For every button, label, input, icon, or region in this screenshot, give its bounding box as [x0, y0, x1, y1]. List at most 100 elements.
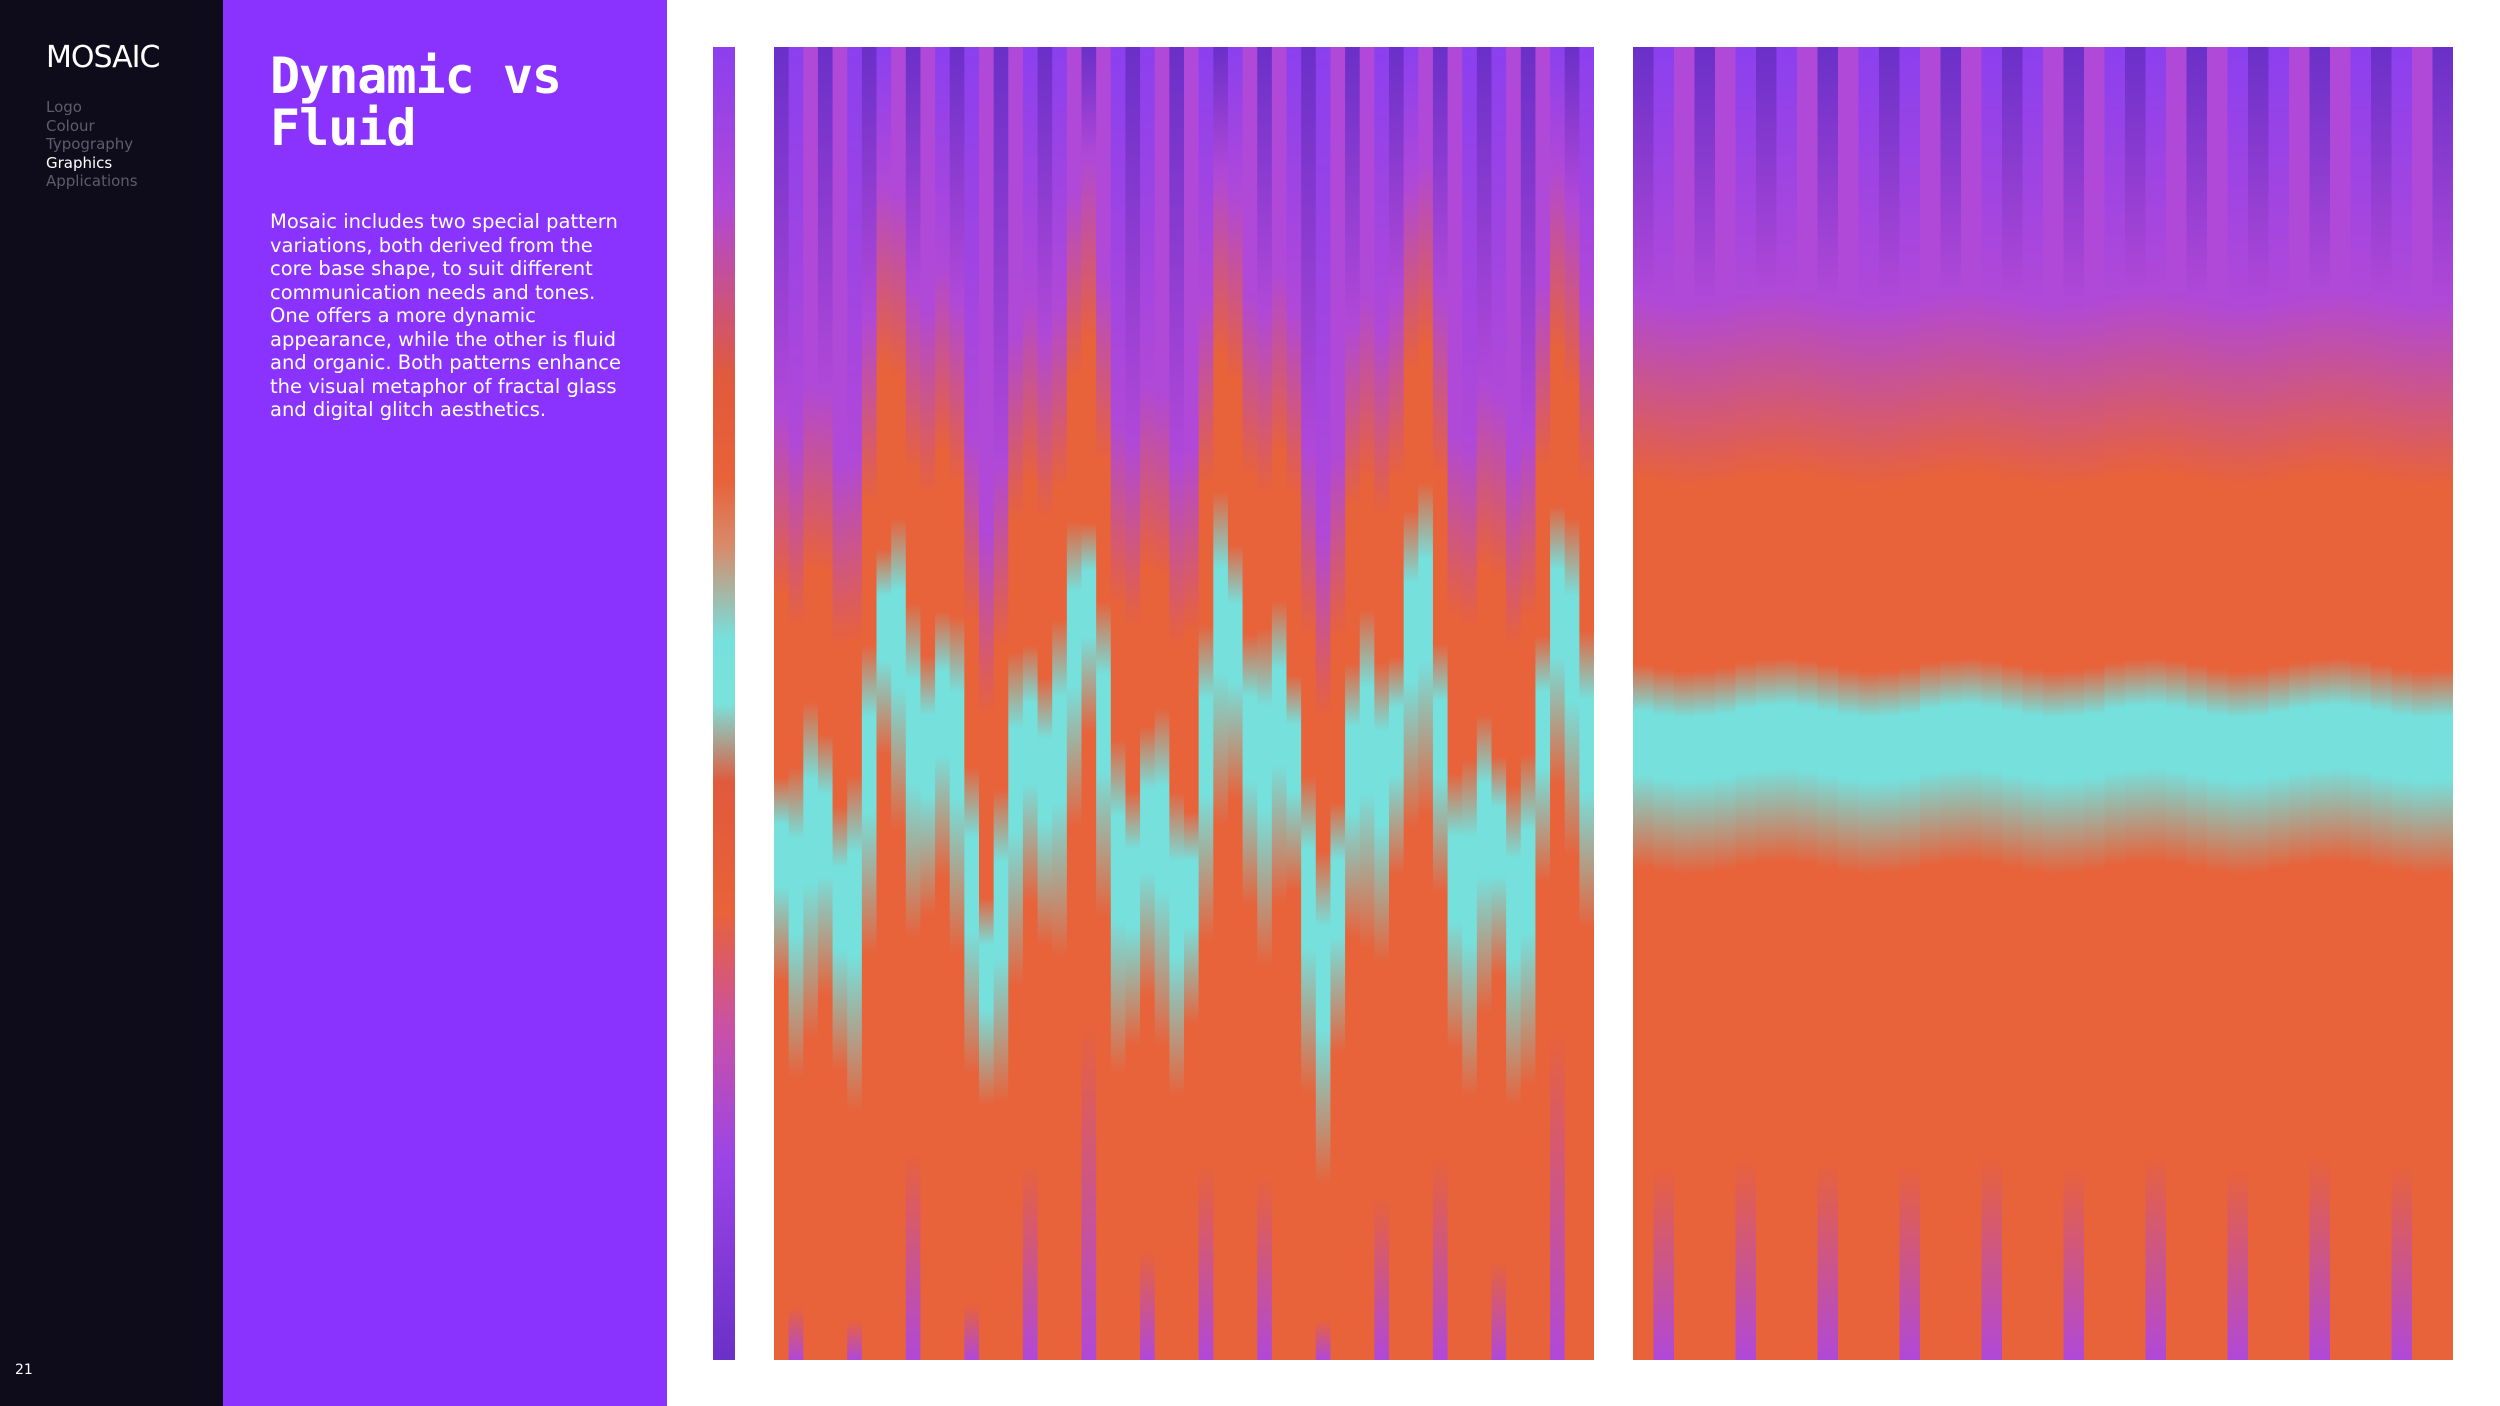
mosaic-logo[interactable]: MOSAIC: [46, 40, 160, 75]
pattern-column: [1286, 47, 1302, 1360]
pattern-column: [1838, 47, 1860, 1360]
pattern-column: [1022, 47, 1039, 1360]
pattern-column: [1169, 47, 1185, 1360]
pattern-column: [964, 47, 980, 1360]
pattern-column: [1184, 47, 1200, 1360]
pattern-column: [803, 47, 819, 1360]
pattern-column: [1403, 47, 1420, 1360]
pattern-column: [1694, 47, 1716, 1360]
pattern-column: [1879, 47, 1901, 1360]
pattern-column: [2268, 47, 2290, 1360]
pattern-column: [2145, 47, 2167, 1360]
pattern-column: [861, 47, 878, 1360]
pattern-column: [1271, 47, 1288, 1360]
pattern-column: [2166, 47, 2188, 1360]
pattern-column: [2350, 47, 2372, 1360]
dynamic-pattern-graphic: [774, 47, 1594, 1360]
pattern-column: [788, 47, 805, 1360]
pattern-column: [1330, 47, 1346, 1360]
pattern-column: [1653, 47, 1675, 1360]
pattern-column: [1389, 47, 1405, 1360]
pattern-column: [1462, 47, 1478, 1360]
pattern-column: [2309, 47, 2331, 1360]
pattern-column: [1374, 47, 1390, 1360]
pattern-column: [949, 47, 966, 1360]
pattern-column: [1715, 47, 1737, 1360]
nav-item-logo[interactable]: Logo: [46, 98, 82, 116]
pattern-column: [1550, 47, 1566, 1360]
pattern-column: [2412, 47, 2434, 1360]
pattern-column: [1432, 47, 1449, 1360]
pattern-column: [1052, 47, 1068, 1360]
pattern-column: [1476, 47, 1493, 1360]
text-panel: Dynamic vs Fluid Mosaic includes two spe…: [223, 0, 667, 1406]
pattern-column: [1110, 47, 1127, 1360]
pattern-column: [1920, 47, 1942, 1360]
pattern-column: [1899, 47, 1921, 1360]
pattern-column: [1506, 47, 1522, 1360]
pattern-column: [1817, 47, 1839, 1360]
pattern-column: [1418, 47, 1434, 1360]
nav-item-applications[interactable]: Applications: [46, 172, 138, 190]
pattern-column: [1579, 47, 1594, 1360]
pattern-column: [832, 47, 849, 1360]
nav-item-typography[interactable]: Typography: [46, 135, 134, 153]
pattern-column: [1037, 47, 1054, 1360]
pattern-column: [1198, 47, 1215, 1360]
pattern-column: [1315, 47, 1332, 1360]
pattern-column: [935, 47, 951, 1360]
nav-item-graphics[interactable]: Graphics: [46, 153, 113, 172]
pattern-column: [1735, 47, 1757, 1360]
pattern-column: [1491, 47, 1507, 1360]
pattern-column: [2043, 47, 2065, 1360]
pattern-column: [2084, 47, 2106, 1360]
pattern-column: [1797, 47, 1819, 1360]
body-text: Mosaic includes two special pattern vari…: [270, 210, 621, 421]
dynamic-pattern-panel: [774, 47, 1594, 1360]
pattern-column: [905, 47, 922, 1360]
pattern-column: [2104, 47, 2126, 1360]
pattern-column: [1776, 47, 1798, 1360]
pattern-column: [1981, 47, 2003, 1360]
colour-strip: [713, 47, 735, 1360]
pattern-column: [2330, 47, 2352, 1360]
pattern-column: [1154, 47, 1171, 1360]
pattern-column: [2125, 47, 2147, 1360]
pattern-column: [2186, 47, 2208, 1360]
pattern-column: [1535, 47, 1551, 1360]
pattern-column: [993, 47, 1010, 1360]
pattern-column: [2391, 47, 2413, 1360]
pattern-column: [2063, 47, 2085, 1360]
pattern-column: [1674, 47, 1696, 1360]
pattern-column: [1213, 47, 1229, 1360]
pattern-column: [2371, 47, 2393, 1360]
pattern-column: [2022, 47, 2044, 1360]
pattern-column: [1008, 47, 1024, 1360]
pattern-column: [920, 47, 936, 1360]
pattern-column: [2289, 47, 2311, 1360]
fluid-pattern-panel: [1633, 47, 2453, 1360]
pattern-column: [2248, 47, 2270, 1360]
pattern-column: [817, 47, 834, 1360]
pattern-column: [891, 47, 907, 1360]
pattern-column: [1066, 47, 1083, 1360]
pattern-column: [876, 47, 892, 1360]
pattern-column: [1858, 47, 1880, 1360]
pattern-column: [1257, 47, 1273, 1360]
page-number: 21: [15, 1362, 33, 1378]
sidebar: MOSAIC Logo Colour Typography Graphics A…: [0, 0, 223, 1406]
pattern-column: [1227, 47, 1244, 1360]
pattern-column: [1359, 47, 1376, 1360]
pattern-column: [2432, 47, 2453, 1360]
pattern-column: [774, 47, 790, 1360]
pattern-column: [2002, 47, 2024, 1360]
pattern-column: [847, 47, 863, 1360]
pattern-column: [1564, 47, 1581, 1360]
pattern-column: [1520, 47, 1537, 1360]
pattern-column: [979, 47, 995, 1360]
section-nav: Logo Colour Typography Graphics Applicat…: [46, 98, 138, 191]
nav-item-colour[interactable]: Colour: [46, 116, 95, 135]
pattern-column: [1301, 47, 1317, 1360]
pattern-column: [1096, 47, 1112, 1360]
pattern-column: [2227, 47, 2249, 1360]
